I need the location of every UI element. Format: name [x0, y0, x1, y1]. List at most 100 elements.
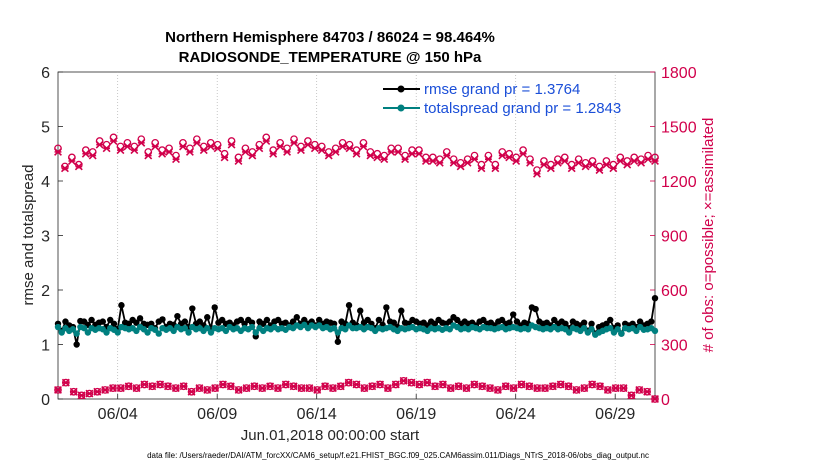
obs-assimilated-point	[324, 151, 333, 160]
totalspread-point	[204, 324, 211, 332]
obs-assimilated-point	[596, 382, 604, 391]
rmse-point	[189, 305, 196, 312]
obs-assimilated-point	[109, 384, 117, 393]
obs-assimilated-point	[220, 153, 229, 162]
totalspread-point	[252, 329, 259, 336]
obs-assimilated-point	[158, 149, 167, 158]
obs-assimilated-point	[421, 157, 430, 165]
obs-assimilated-point	[241, 147, 250, 156]
obs-assimilated-point	[250, 382, 259, 391]
obs-assimilated-point	[644, 155, 653, 164]
obs-assimilated-point	[394, 147, 403, 156]
obs-assimilated-point	[574, 158, 583, 167]
y-axis-label-right: # of obs: o=possible; ×=assimilated	[700, 118, 717, 353]
obs-assimilated-point	[81, 149, 90, 158]
obs-assimilated-point	[290, 138, 298, 147]
obs-assimilated-point	[344, 378, 353, 387]
obs-assimilated-point	[74, 162, 83, 171]
rmse-point	[334, 338, 342, 345]
obs-assimilated-point	[407, 378, 416, 387]
totalspread-point	[144, 329, 151, 336]
obs-assimilated-point	[462, 384, 471, 393]
obs-assimilated-point	[69, 387, 78, 396]
obs-assimilated-point	[548, 382, 557, 391]
obs-assimilated-point	[171, 384, 180, 393]
obs-assimilated-point	[273, 384, 282, 393]
totalspread-point	[185, 329, 192, 336]
totalspread-point	[580, 324, 588, 332]
obs-assimilated-point	[109, 137, 118, 145]
obs-assimilated-point	[637, 158, 646, 167]
rmse-point	[211, 304, 218, 311]
totalspread-point	[607, 324, 614, 332]
legend-label-rmse: rmse grand pr = 1.3764	[424, 81, 580, 98]
rmse-point	[136, 315, 144, 322]
obs-assimilated-point	[132, 384, 141, 393]
chart-title-line-2: RADIOSONDE_TEMPERATURE @ 150 hPa	[179, 49, 482, 66]
obs-assimilated-point	[255, 144, 264, 153]
obs-assimilated-point	[572, 385, 581, 394]
obs-assimilated-point	[61, 378, 70, 387]
obs-assimilated-point	[199, 146, 208, 155]
totalspread-point	[588, 326, 595, 333]
obs-assimilated-point	[478, 382, 487, 391]
left-tick-label: 0	[41, 392, 50, 409]
obs-assimilated-point	[93, 387, 102, 396]
obs-assimilated-point	[338, 142, 347, 151]
obs-assimilated-point	[401, 155, 410, 164]
x-tick-label: 06/14	[297, 406, 337, 423]
right-tick-label: 300	[661, 338, 688, 355]
left-tick-label: 2	[41, 283, 50, 300]
right-tick-label: 0	[661, 392, 670, 409]
obs-assimilated-point	[509, 384, 518, 393]
obs-assimilated-point	[336, 382, 345, 391]
obs-assimilated-point	[102, 144, 111, 153]
obs-assimilated-point	[203, 385, 212, 394]
obs-assimilated-point	[187, 387, 196, 396]
obs-assimilated-point	[227, 140, 236, 149]
obs-assimilated-point	[493, 385, 502, 394]
obs-assimilated-point	[651, 157, 659, 165]
obs-assimilated-point	[588, 380, 597, 389]
obs-assimilated-point	[234, 385, 243, 394]
obs-assimilated-point	[276, 142, 285, 151]
obs-assimilated-point	[611, 384, 620, 393]
x-tick-label: 06/19	[396, 406, 436, 423]
obs-assimilated-point	[431, 382, 440, 391]
rmse-point	[159, 316, 166, 323]
obs-assimilated-point	[178, 142, 187, 151]
x-tick-label: 06/09	[197, 406, 237, 423]
data-file-footer: data file: /Users/raeder/DAI/ATM_forcXX/…	[147, 451, 649, 460]
rmse-point	[375, 316, 383, 324]
obs-assimilated-point	[635, 385, 644, 394]
obs-assimilated-point	[328, 384, 337, 393]
obs-assimilated-point	[206, 142, 215, 151]
obs-assimilated-point	[359, 142, 368, 151]
rmse-point	[88, 316, 95, 324]
obs-assimilated-point	[486, 384, 495, 393]
obs-assimilated-point	[541, 384, 549, 393]
obs-assimilated-point	[258, 384, 267, 393]
rmse-point	[73, 341, 80, 348]
totalspread-point	[103, 329, 110, 336]
totalspread-point	[80, 324, 88, 332]
rmse-point	[648, 318, 655, 325]
obs-assimilated-point	[470, 380, 479, 389]
obs-assimilated-point	[345, 144, 354, 153]
obs-assimilated-point	[373, 153, 382, 162]
rmse-point	[345, 302, 353, 309]
x-axis-ticks: 06/04 06/09 06/14 06/19 06/24 06/29	[98, 394, 635, 423]
obs-assimilated-point	[643, 387, 652, 396]
obs-assimilated-point	[525, 382, 534, 391]
obs-assimilated-point	[609, 164, 618, 173]
chart-title-line-1: Northern Hemisphere 84703 / 86024 = 98.4…	[165, 29, 495, 46]
rmse-point	[133, 319, 140, 326]
obs-assimilated-point	[101, 385, 110, 394]
left-tick-label: 6	[41, 65, 50, 82]
obs-assimilated-point	[595, 166, 604, 175]
obs-assimilated-point	[553, 158, 562, 167]
obs-assimilated-point	[546, 164, 555, 173]
totalspread-point	[54, 323, 62, 331]
x-tick-label: 06/29	[595, 406, 635, 423]
obs-assimilated-point	[60, 164, 69, 173]
